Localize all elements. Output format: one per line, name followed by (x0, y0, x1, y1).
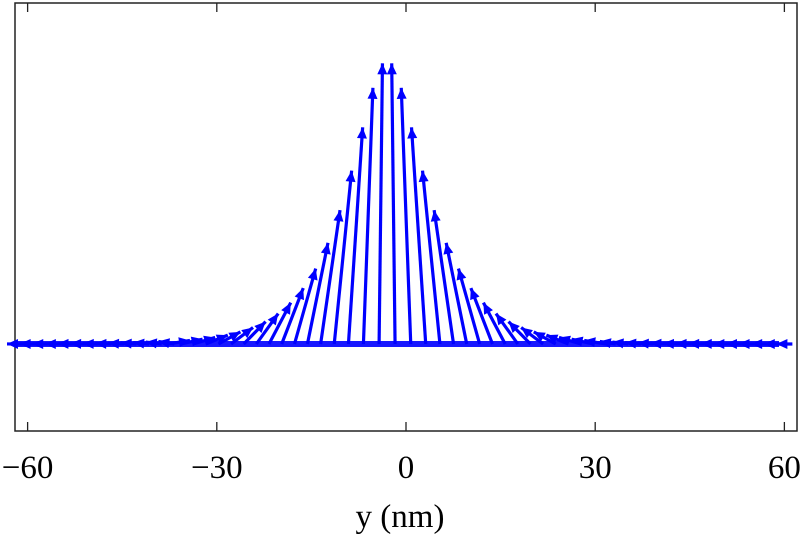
arrow-head (356, 127, 367, 139)
vector-arrow (469, 287, 494, 345)
arrow-head (430, 210, 441, 222)
arrow-head (533, 331, 546, 342)
vector-arrow (418, 170, 442, 345)
arrow-head (386, 63, 397, 75)
arrow-head (320, 242, 331, 255)
arrow-head (483, 302, 493, 315)
arrow-head (456, 268, 467, 281)
vector-arrow (456, 268, 482, 345)
arrow-shaft (409, 127, 428, 345)
vector-arrow (332, 170, 356, 345)
vector-arrow (242, 320, 267, 346)
arrow-head (345, 170, 356, 183)
x-tick-label: 60 (768, 450, 800, 486)
arrow-head (241, 327, 254, 339)
arrow-head (776, 338, 788, 349)
arrow-head (407, 127, 418, 139)
arrow-shaft (377, 63, 385, 345)
arrow-head (333, 210, 344, 222)
vector-arrow (443, 242, 469, 345)
vector-arrow (430, 209, 456, 345)
vector-arrow (386, 63, 397, 345)
arrow-head (254, 321, 266, 333)
arrow-head (294, 288, 304, 301)
arrow-shaft (292, 268, 318, 345)
arrow-head (508, 321, 520, 333)
x-tick-label: −30 (191, 450, 243, 486)
arrow-head (470, 288, 480, 301)
vector-arrow (305, 242, 331, 345)
x-axis-label: y (nm) (356, 499, 445, 535)
arrow-head (495, 313, 507, 326)
arrow-shaft (390, 63, 397, 345)
arrow-head (281, 302, 291, 315)
arrow-head (521, 327, 533, 339)
arrow-shaft (432, 209, 456, 345)
arrow-head (267, 313, 279, 326)
arrow-head (396, 87, 407, 99)
x-tick-label: −60 (2, 450, 54, 486)
arrow-head (228, 331, 241, 342)
vector-arrow (776, 338, 793, 349)
x-axis-ticks: −60 −30 0 30 60 (2, 3, 800, 486)
arrow-head (7, 338, 19, 349)
arrow-shaft (456, 268, 482, 345)
arrow-head (377, 63, 388, 75)
arrow-shaft (346, 127, 365, 345)
vector-arrow (507, 320, 532, 346)
arrow-head (367, 87, 378, 99)
vector-arrow (346, 127, 367, 345)
vector-arrow (407, 127, 428, 345)
arrow-shaft (399, 87, 413, 345)
vector-arrow (267, 301, 293, 345)
vector-arrow (361, 87, 378, 345)
arrow-head (443, 242, 454, 255)
vector-field (6, 63, 793, 349)
vector-arrow (292, 268, 318, 345)
arrow-shaft (332, 170, 354, 345)
arrow-head (307, 268, 318, 281)
arrow-head (418, 170, 429, 183)
arrow-shaft (319, 209, 342, 345)
vector-arrow (481, 301, 507, 345)
x-tick-label: 30 (579, 450, 612, 486)
x-tick-label: 0 (398, 450, 415, 486)
arrow-shaft (361, 87, 375, 345)
arrow-shaft (420, 170, 442, 345)
arrow-shaft (444, 242, 469, 345)
vector-arrow (319, 209, 344, 345)
vector-arrow (396, 87, 413, 345)
arrow-shaft (305, 242, 330, 345)
vector-arrow (255, 312, 280, 345)
vector-arrow (494, 312, 520, 345)
vector-arrow (280, 287, 305, 345)
vector-arrow (377, 63, 388, 345)
